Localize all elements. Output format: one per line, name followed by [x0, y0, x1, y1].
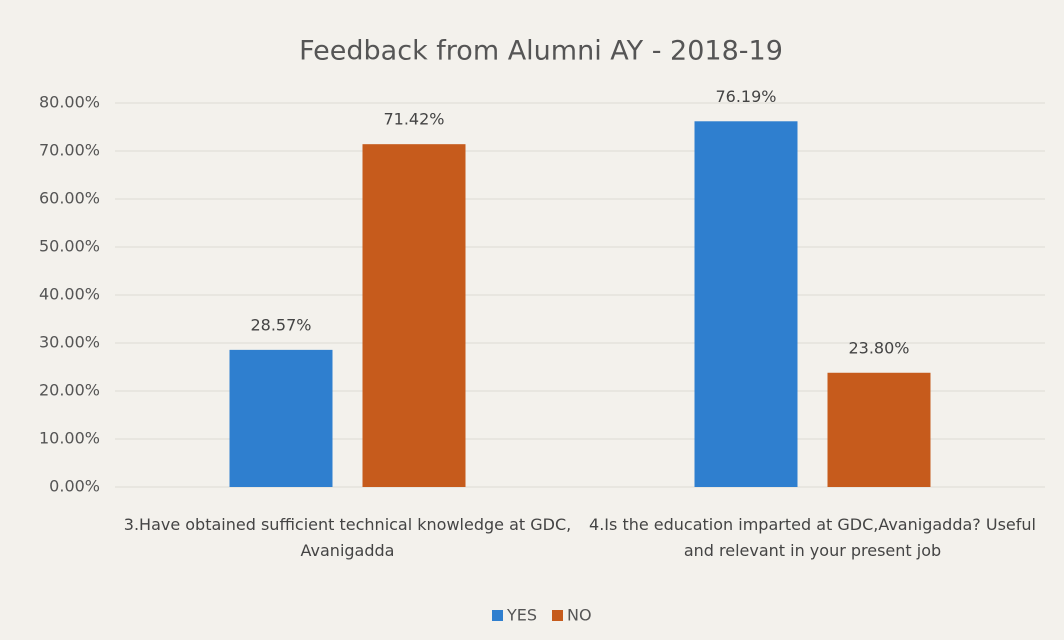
bar	[229, 349, 333, 487]
y-tick-label: 20.00%	[39, 381, 100, 400]
y-tick-label: 80.00%	[39, 93, 100, 112]
x-tick-label: 4.Is the education imparted at GDC,Avani…	[589, 515, 1036, 560]
y-tick-label: 50.00%	[39, 237, 100, 256]
legend-swatch	[492, 610, 503, 621]
x-tick-label: 3.Have obtained sufficient technical kno…	[123, 515, 572, 560]
y-tick-label: 70.00%	[39, 141, 100, 160]
bar	[827, 372, 931, 487]
y-tick-label: 10.00%	[39, 429, 100, 448]
data-label: 28.57%	[250, 315, 311, 334]
y-tick-label: 30.00%	[39, 333, 100, 352]
bar	[694, 121, 798, 488]
data-label: 71.42%	[383, 110, 444, 129]
bar	[362, 144, 466, 487]
legend-label: NO	[567, 606, 592, 625]
y-tick-label: 40.00%	[39, 285, 100, 304]
data-label: 76.19%	[715, 87, 776, 106]
chart-title: Feedback from Alumni AY - 2018-19	[299, 36, 783, 67]
data-label: 23.80%	[848, 338, 909, 357]
legend-swatch	[552, 610, 563, 621]
y-tick-label: 60.00%	[39, 189, 100, 208]
y-tick-label: 0.00%	[49, 477, 100, 496]
legend-label: YES	[506, 606, 537, 625]
